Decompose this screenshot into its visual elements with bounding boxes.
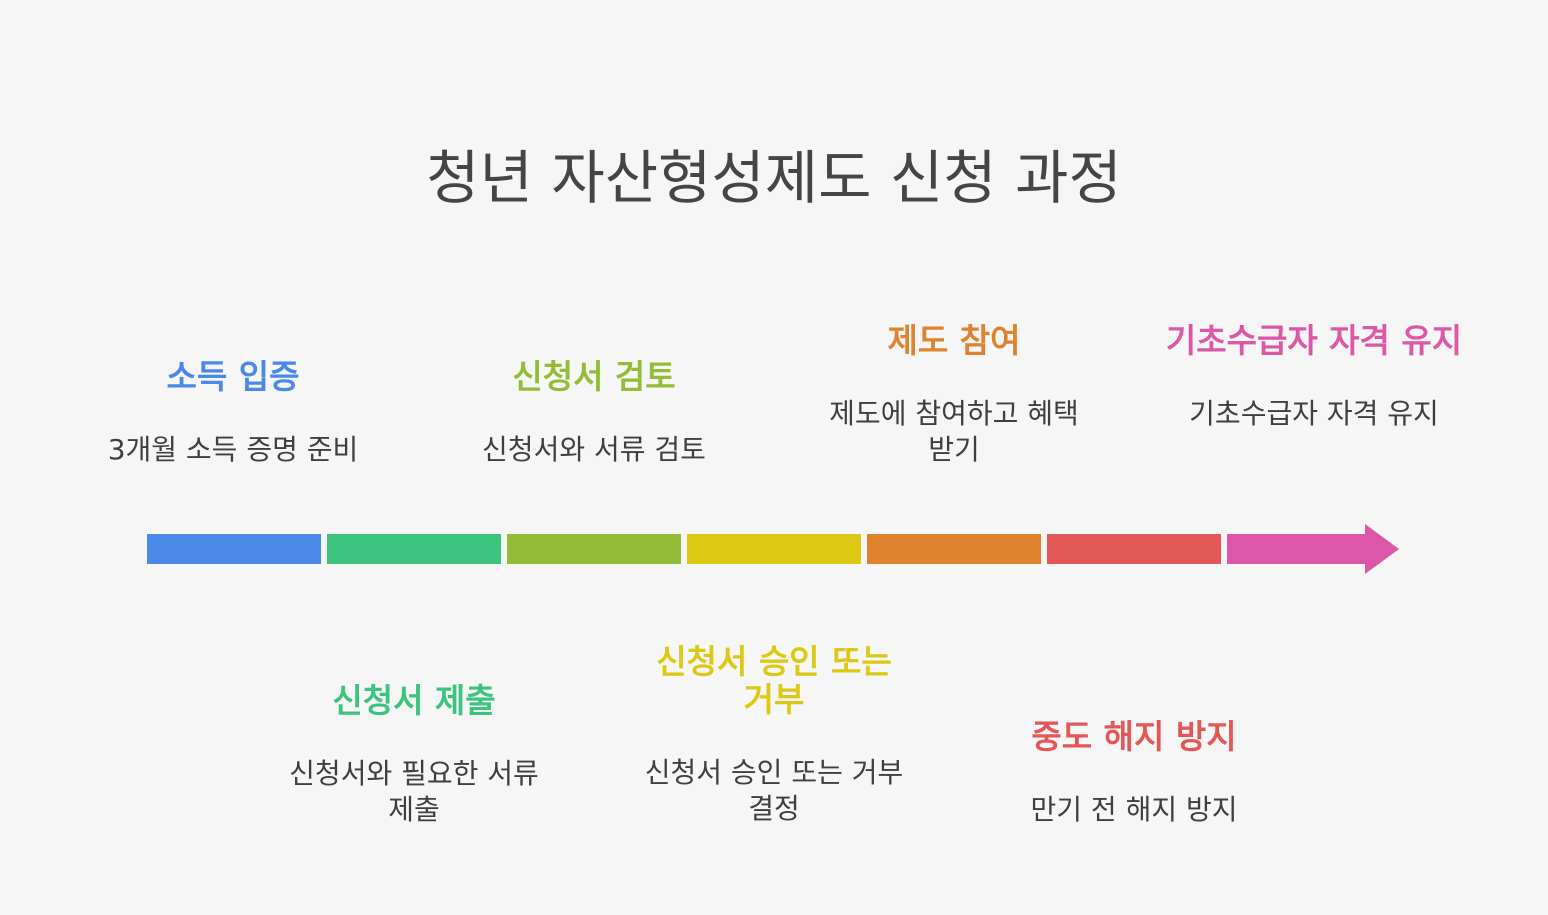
step-1: 소득 입증 3개월 소득 증명 준비 (83, 358, 383, 468)
step-6: 중도 해지 방지 만기 전 해지 방지 (984, 718, 1284, 828)
step-7: 기초수급자 자격 유지 기초수급자 자격 유지 (1164, 322, 1464, 432)
timeline-segment-3 (507, 534, 681, 564)
step-title: 제도 참여 (887, 321, 1021, 360)
timeline-segment-2 (327, 534, 501, 564)
timeline-segment-1 (147, 534, 321, 564)
step-title: 중도 해지 방지 (1031, 717, 1237, 756)
step-description: 신청서와 서류 검토 (482, 433, 706, 466)
step-description: 신청서와 필요한 서류 제출 (289, 757, 539, 826)
step-description: 만기 전 해지 방지 (1030, 793, 1238, 826)
step-title: 기초수급자 자격 유지 (1165, 321, 1463, 360)
timeline-segment-6 (1047, 534, 1221, 564)
timeline-segment-7-arrowhead (1227, 524, 1399, 574)
diagram-title: 청년 자산형성제도 신청 과정 (426, 144, 1122, 212)
step-description: 제도에 참여하고 혜택 받기 (829, 397, 1079, 466)
timeline-segment-5 (867, 534, 1041, 564)
timeline-segment-4 (687, 534, 861, 564)
step-title: 소득 입증 (166, 357, 300, 396)
step-description: 3개월 소득 증명 준비 (107, 433, 359, 466)
step-description: 기초수급자 자격 유지 (1189, 397, 1439, 430)
step-title: 신청서 승인 또는 거부 (656, 642, 892, 719)
step-5: 제도 참여 제도에 참여하고 혜택 받기 (804, 322, 1104, 468)
step-title: 신청서 검토 (512, 357, 676, 396)
step-4: 신청서 승인 또는 거부 신청서 승인 또는 거부 결정 (624, 643, 924, 827)
step-3: 신청서 검토 신청서와 서류 검토 (444, 358, 744, 468)
step-description: 신청서 승인 또는 거부 결정 (644, 756, 904, 825)
step-title: 신청서 제출 (332, 681, 496, 720)
step-2: 신청서 제출 신청서와 필요한 서류 제출 (264, 682, 564, 828)
